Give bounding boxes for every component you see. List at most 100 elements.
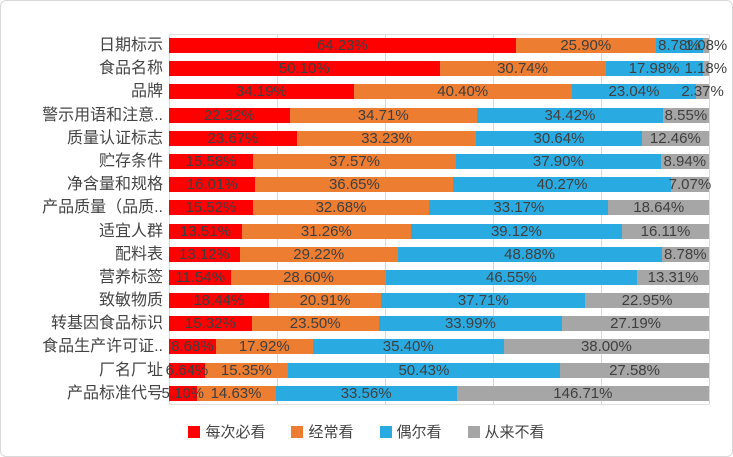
gridline xyxy=(384,35,386,404)
chart-row: 警示用语和注意.. 22.32% 34.71% 34.42% 8.55% xyxy=(1,104,732,127)
legend-item-每次必看: 每次必看 xyxy=(188,421,265,442)
bar-track: 34.19% 40.40% 23.04% 2.37% xyxy=(169,80,724,103)
gridline xyxy=(168,35,170,404)
chart-row: 厂名厂址 6.64% 15.35% 50.43% 27.58% xyxy=(1,359,732,382)
chart-row: 营养标签 11.54% 28.60% 46.55% 13.31% xyxy=(1,266,732,289)
bar-segment-偶尔看 xyxy=(429,200,609,216)
bar-track: 64.23% 25.90% 8.78% 1.08% xyxy=(169,34,727,57)
bar-segment-经常看 xyxy=(289,107,477,123)
bar-value-label: 32.68% xyxy=(315,199,367,217)
bar-value-label: 15.58% xyxy=(185,152,237,170)
bar-value-label: 18.44% xyxy=(193,292,245,310)
category-label: 净含量和规格 xyxy=(66,176,163,194)
bar-value-label: 12.46% xyxy=(649,129,701,147)
gridline xyxy=(276,35,278,404)
bar-segment-从来不看 xyxy=(641,130,709,146)
plot-area xyxy=(168,34,710,405)
bar-segment-偶尔看 xyxy=(453,177,671,193)
bar-value-label: 30.74% xyxy=(497,60,548,78)
bar-track: 5.10% 14.63% 33.56% 146.71% xyxy=(161,382,709,405)
bar-value-label: 18.64% xyxy=(633,199,685,217)
bar-segment-每次必看 xyxy=(169,293,269,309)
bar-value-label: 27.58% xyxy=(609,361,660,379)
bar-value-label: 64.23% xyxy=(316,37,368,54)
bar-value-label: 27.19% xyxy=(610,315,662,333)
legend-label: 每次必看 xyxy=(205,424,266,441)
bar-value-label: 34.19% xyxy=(235,83,287,101)
bar-segment-从来不看 xyxy=(661,246,709,262)
chart-row: 贮存条件 15.58% 37.57% 37.90% 8.94% xyxy=(1,150,732,173)
bar-segment-偶尔看 xyxy=(571,84,697,100)
bar-segment-从来不看 xyxy=(585,293,710,309)
category-label: 厂名厂址 xyxy=(98,361,163,379)
category-label: 适宜人群 xyxy=(98,222,163,240)
bar-segment-每次必看 xyxy=(169,177,256,193)
category-label: 产品质量（品质.. xyxy=(42,199,163,217)
bar-segment-经常看 xyxy=(439,61,606,77)
category-label: 警示用语和注意.. xyxy=(42,106,163,124)
category-label: 致敏物质 xyxy=(98,292,163,310)
bar-value-label: 8.78% xyxy=(664,245,707,263)
chart-row: 食品生产许可证.. 8.68% 17.92% 35.40% 38.00% xyxy=(1,335,732,358)
bar-segment-每次必看 xyxy=(169,38,516,53)
bar-value-label: 37.90% xyxy=(532,152,584,170)
bar-segment-每次必看 xyxy=(169,107,290,123)
bar-segment-偶尔看 xyxy=(410,223,622,239)
bar-segment-经常看 xyxy=(241,223,411,239)
bar-value-label: 146.71% xyxy=(553,384,613,402)
bar-segment-经常看 xyxy=(252,200,430,216)
bar-track: 11.54% 28.60% 46.55% 13.31% xyxy=(169,266,709,289)
bar-segment-偶尔看 xyxy=(312,339,504,355)
bar-value-label: 16.11% xyxy=(640,222,691,240)
legend-swatch-icon xyxy=(188,425,201,438)
bar-segment-从来不看 xyxy=(456,385,709,401)
bar-segment-偶尔看 xyxy=(275,385,457,401)
legend-swatch-icon xyxy=(467,425,480,438)
bar-value-label: 28.60% xyxy=(283,268,334,286)
bar-segment-经常看 xyxy=(515,38,656,53)
bar-value-label: 39.12% xyxy=(490,222,542,240)
bar-value-label: 30.64% xyxy=(533,129,585,147)
bar-segment-每次必看 xyxy=(169,130,297,146)
bar-segment-每次必看 xyxy=(169,269,232,285)
bar-track: 23.67% 33.23% 30.64% 12.46% xyxy=(169,127,709,150)
category-label: 产品标准代号 xyxy=(66,384,163,402)
bar-value-label: 20.91% xyxy=(299,292,351,310)
bar-segment-每次必看 xyxy=(169,84,354,100)
chart-row: 产品质量（品质.. 15.52% 32.68% 33.17% 18.64% xyxy=(1,196,732,219)
bar-track: 15.52% 32.68% 33.17% 18.64% xyxy=(169,196,710,219)
bar-segment-偶尔看 xyxy=(456,153,661,169)
bar-segment-每次必看 xyxy=(169,61,440,77)
bar-value-label: 13.12% xyxy=(178,245,230,263)
bar-value-label: 17.92% xyxy=(238,338,290,356)
bar-value-label: 29.22% xyxy=(293,245,345,263)
category-label: 转基因食品标识 xyxy=(50,315,163,333)
bar-value-label: 23.04% xyxy=(608,83,660,101)
bar-segment-经常看 xyxy=(255,177,454,193)
bar-segment-每次必看 xyxy=(169,223,242,239)
bar-segment-经常看 xyxy=(204,362,288,378)
bar-value-label: 16.01% xyxy=(186,176,238,194)
bar-value-label: 40.27% xyxy=(536,176,588,194)
bar-segment-经常看 xyxy=(231,269,386,285)
bar-segment-从来不看 xyxy=(560,362,709,378)
bar-segment-偶尔看 xyxy=(655,38,704,53)
bar-segment-从来不看 xyxy=(503,339,709,355)
gridline xyxy=(708,35,710,404)
bar-segment-经常看 xyxy=(296,130,477,146)
bar-segment-从来不看 xyxy=(562,316,709,332)
bar-value-label: 13.51% xyxy=(180,222,231,240)
category-label: 食品名称 xyxy=(98,60,163,78)
chart-row: 适宜人群 13.51% 31.26% 39.12% 16.11% xyxy=(1,220,732,243)
bar-value-label: 35.40% xyxy=(382,338,434,356)
bar-value-label: 46.55% xyxy=(486,268,537,286)
bar-value-label: 34.42% xyxy=(544,106,596,124)
bar-segment-从来不看 xyxy=(622,223,709,239)
chart-row: 转基因食品标识 15.32% 23.50% 33.99% 27.19% xyxy=(1,312,732,335)
bar-segment-偶尔看 xyxy=(381,293,586,309)
bar-track: 22.32% 34.71% 34.42% 8.55% xyxy=(169,104,709,127)
chart-row: 配料表 13.12% 29.22% 48.88% 8.78% xyxy=(1,243,732,266)
category-label: 食品生产许可证.. xyxy=(42,338,163,356)
bar-value-label: 37.71% xyxy=(457,292,509,310)
